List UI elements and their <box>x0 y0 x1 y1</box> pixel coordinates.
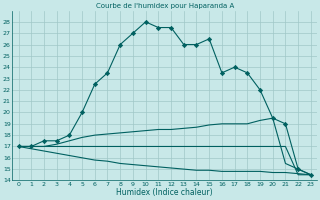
Title: Courbe de l'humidex pour Haparanda A: Courbe de l'humidex pour Haparanda A <box>96 3 234 9</box>
X-axis label: Humidex (Indice chaleur): Humidex (Indice chaleur) <box>116 188 213 197</box>
